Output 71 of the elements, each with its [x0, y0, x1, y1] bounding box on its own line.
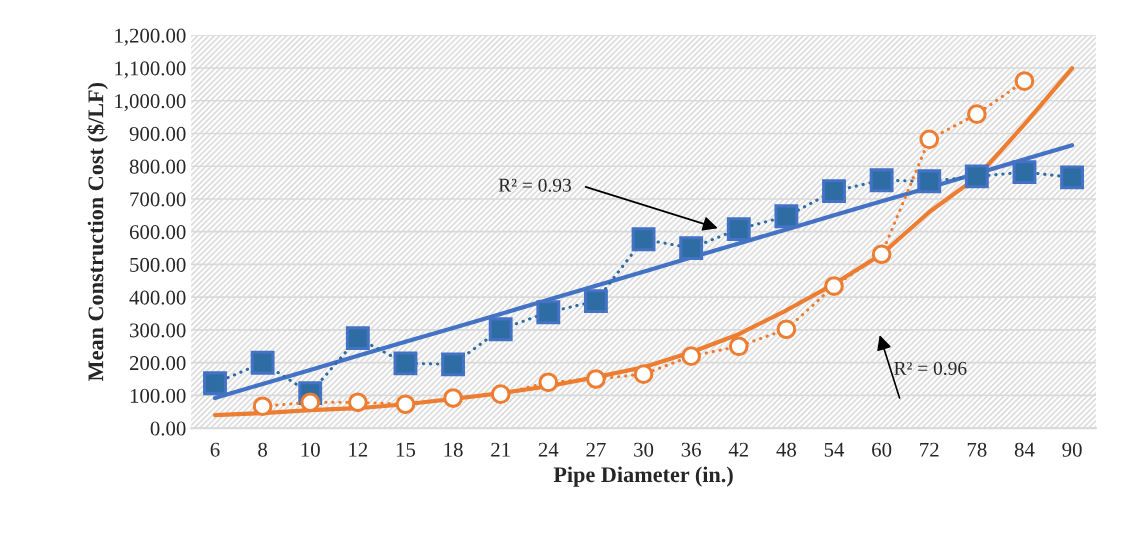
y-tick-label: 700.00	[130, 192, 186, 207]
y-axis-title: Mean Construction Cost ($/LF)	[87, 83, 108, 382]
x-tick-label: 18	[444, 442, 463, 457]
x-tick-label: 27	[586, 442, 606, 457]
x-tick-label: 36	[681, 442, 701, 457]
y-tick-label: 800.00	[129, 159, 186, 174]
x-tick-label: 54	[824, 442, 845, 457]
x-tick-label: 48	[776, 442, 797, 457]
y-tick-label: 1,200.00	[115, 28, 186, 46]
y-tick-label: 900.00	[129, 126, 186, 141]
x-tick-label: 78	[967, 442, 987, 457]
point	[250, 350, 275, 375]
point	[964, 164, 989, 189]
y-tick-label: 0.00	[150, 421, 186, 436]
point	[536, 300, 561, 325]
point	[1060, 165, 1085, 190]
point	[300, 392, 321, 413]
point	[917, 169, 942, 194]
y-tick-label: 100.00	[130, 388, 186, 403]
x-tick-label: 60	[872, 442, 892, 457]
point	[1014, 71, 1035, 91]
y-tick-label: 300.00	[130, 323, 186, 338]
x-tick-label: 8	[258, 442, 268, 457]
y-tick-label: 500.00	[130, 257, 186, 272]
point	[869, 168, 894, 193]
point	[538, 372, 559, 393]
point	[824, 276, 844, 296]
x-tick-label: 10	[301, 442, 320, 457]
x-tick-label: 24	[538, 442, 559, 457]
y-tick-label: 400.00	[129, 290, 186, 305]
point	[774, 204, 799, 229]
point	[203, 371, 227, 396]
point	[966, 104, 987, 125]
point	[822, 179, 846, 204]
y-tick-label: 200.00	[129, 356, 186, 371]
x-tick-label: 6	[210, 442, 220, 457]
point	[583, 289, 608, 314]
point	[345, 326, 370, 351]
x-tick-label: 42	[728, 442, 749, 457]
x-tick-label: 84	[1014, 442, 1035, 457]
x-tick-label: 21	[491, 442, 510, 457]
point	[443, 388, 463, 408]
point	[631, 227, 656, 252]
x-tick-label: 72	[920, 442, 939, 457]
x-tick-label: 30	[634, 442, 654, 457]
annotation: R² = 0.96	[894, 361, 967, 375]
point	[1012, 160, 1037, 185]
y-tick-label: 600.00	[129, 225, 186, 240]
point	[490, 384, 511, 404]
point	[679, 236, 704, 261]
point	[919, 129, 940, 150]
point	[488, 317, 513, 342]
point	[633, 364, 654, 385]
x-tick-label: 90	[1062, 442, 1082, 457]
point	[441, 352, 466, 377]
x-tick-label: 12	[349, 442, 368, 457]
y-tick-label: 1,000.00	[115, 94, 186, 112]
y-tick-label: 1,100.00	[115, 61, 186, 79]
x-axis-title: Pipe Diameter (in.)	[553, 466, 733, 487]
point	[776, 319, 797, 340]
point	[395, 394, 416, 415]
point	[871, 244, 892, 265]
point	[252, 396, 273, 417]
annotation: R² = 0.93	[498, 178, 571, 192]
point	[586, 369, 606, 389]
point	[347, 392, 368, 413]
point	[393, 351, 418, 376]
x-tick-label: 15	[396, 442, 416, 457]
point	[681, 346, 702, 366]
point	[728, 336, 749, 357]
point	[726, 217, 751, 242]
